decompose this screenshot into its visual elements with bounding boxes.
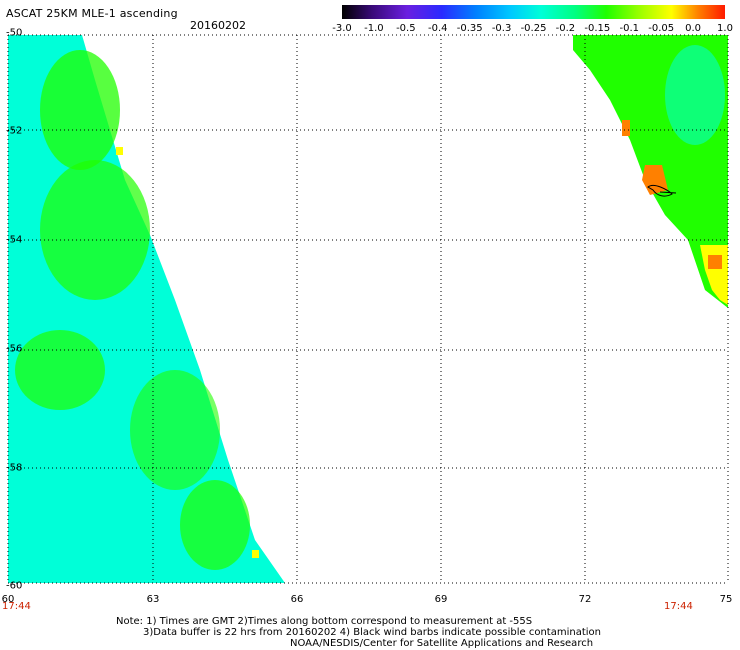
color-scale-label: -3.0 bbox=[332, 23, 352, 34]
time-label-right: 17:44 bbox=[664, 601, 693, 612]
lat-label-52: -52 bbox=[6, 125, 23, 137]
color-scale-label: 0.0 bbox=[685, 23, 702, 34]
lat-label-60: -60 bbox=[6, 580, 23, 592]
lat-label-54: -54 bbox=[6, 234, 23, 246]
west-green-patch-1 bbox=[40, 50, 120, 170]
color-scale-label: -1.0 bbox=[364, 23, 384, 34]
color-scale-label: -0.2 bbox=[555, 23, 576, 34]
west-green-patch-2 bbox=[40, 160, 150, 300]
note-line-1: Note: 1) Times are GMT 2)Times along bot… bbox=[116, 616, 533, 627]
lon-label-63: 63 bbox=[146, 594, 160, 605]
time-label-left: 17:44 bbox=[2, 601, 31, 612]
color-scale-label: -0.05 bbox=[648, 23, 675, 34]
lat-lon-grid bbox=[7, 34, 729, 584]
lon-label-75: 75 bbox=[719, 594, 733, 605]
lon-label-66: 66 bbox=[290, 594, 304, 605]
product-date: 20160202 bbox=[190, 19, 246, 32]
color-scale-label: -0.35 bbox=[456, 23, 483, 34]
color-scale-label: -0.5 bbox=[396, 23, 416, 34]
lon-label-72: 72 bbox=[578, 594, 592, 605]
color-scale-label: -0.4 bbox=[427, 23, 448, 34]
product-title: ASCAT 25KM MLE-1 ascending bbox=[6, 7, 178, 20]
west-green-patch-3 bbox=[15, 330, 105, 410]
lat-label-56: -56 bbox=[6, 343, 23, 355]
color-scale-label: -0.3 bbox=[491, 23, 512, 34]
lat-label-50: -50 bbox=[6, 27, 23, 39]
note-line-2: 3)Data buffer is 22 hrs from 20160202 4)… bbox=[143, 627, 601, 638]
color-scale-label: -0.15 bbox=[584, 23, 611, 34]
lat-label-58: -58 bbox=[6, 462, 23, 474]
black-wind-barb bbox=[647, 184, 677, 197]
lon-label-60: 60 bbox=[1, 594, 15, 605]
east-cyan-patch bbox=[665, 45, 725, 145]
east-orange-pixel-2 bbox=[708, 255, 722, 269]
west-green-patch-4 bbox=[130, 370, 220, 490]
note-line-3: NOAA/NESDIS/Center for Satellite Applica… bbox=[290, 638, 594, 649]
west-yellow-pixel-1 bbox=[116, 147, 123, 155]
lon-label-69: 69 bbox=[434, 594, 448, 605]
west-green-patch-5 bbox=[180, 480, 250, 570]
color-scale-label: -0.1 bbox=[619, 23, 640, 34]
color-scale-label: 1.0 bbox=[717, 23, 733, 34]
color-scale-label: -0.25 bbox=[520, 23, 547, 34]
west-yellow-pixel-2 bbox=[252, 550, 259, 558]
east-orange-pixel-1 bbox=[622, 120, 630, 136]
color-scale-bar bbox=[342, 5, 725, 19]
